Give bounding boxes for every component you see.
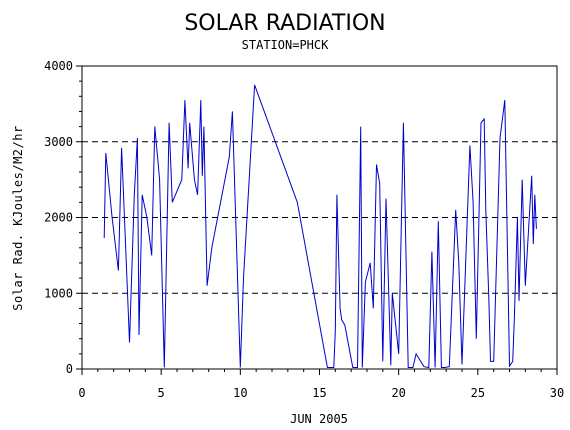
y-tick-label: 4000: [44, 59, 73, 73]
series-line: [103, 84, 537, 369]
x-tick-label: 0: [78, 386, 85, 400]
x-axis-label: JUN 2005: [290, 412, 348, 426]
x-tick-label: 5: [158, 386, 165, 400]
chart-subtitle: STATION=PHCK: [242, 38, 329, 52]
y-tick-label: 1000: [44, 286, 73, 300]
x-tick-label: 25: [471, 386, 485, 400]
y-tick-label: 3000: [44, 135, 73, 149]
x-axis: 0 5 10 15 20 25 30: [78, 369, 564, 400]
y-axis-label: Solar Rad. KJoules/M2/hr: [11, 125, 25, 310]
x-tick-label: 10: [233, 386, 247, 400]
x-tick-label: 30: [550, 386, 564, 400]
y-tick-label: 0: [66, 362, 73, 376]
y-axis: 0 1000 2000 3000 4000: [44, 59, 82, 376]
x-tick-label: 20: [391, 386, 405, 400]
y-tick-label: 2000: [44, 211, 73, 225]
chart-title: SOLAR RADIATION: [184, 11, 385, 36]
x-tick-label: 15: [312, 386, 326, 400]
